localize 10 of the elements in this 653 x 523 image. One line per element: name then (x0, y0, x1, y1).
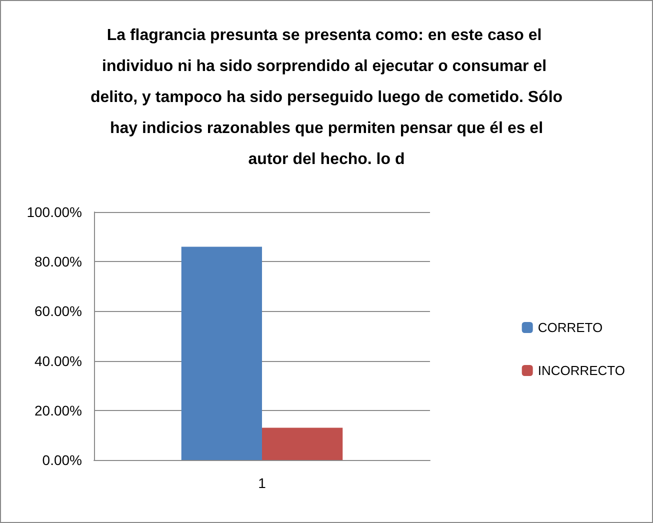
chart-title: La flagrancia presunta se presenta como: en este caso el individuo ni ha sido sorprendido al ejecutar o consumar el delito, y tampoco ha sido perseguido luego de cometido. Sólo hay indicios razonables que permiten pensar que él es el autor del hecho. lo d (90, 27, 563, 168)
y-tick-label: 0.00% (42, 452, 82, 468)
y-tick-label: 40.00% (34, 352, 82, 369)
y-tick-label: 60.00% (34, 303, 82, 320)
y-tick-label: 100.00% (26, 204, 82, 220)
y-tick-label: 20.00% (34, 402, 82, 418)
x-tick-label: 1 (258, 475, 266, 491)
legend-label: CORRETO (538, 320, 603, 335)
y-tick-label: 80.00% (34, 254, 82, 270)
legend-label: INCORRECTO (538, 363, 626, 378)
